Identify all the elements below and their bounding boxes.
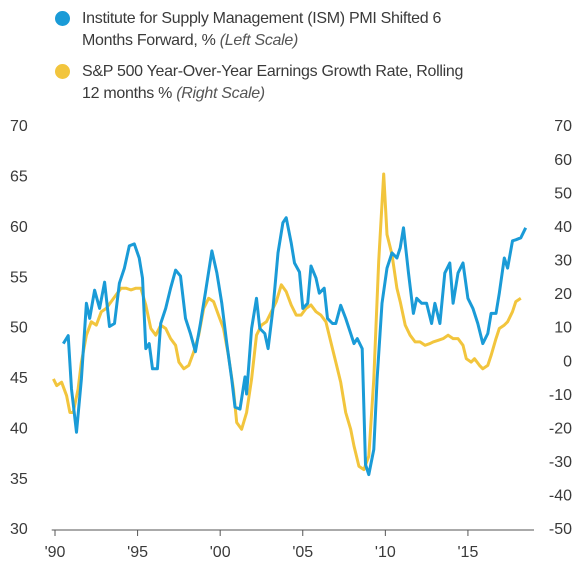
y-tick-label: 70: [10, 118, 28, 135]
x-tick-label: '90: [45, 544, 66, 561]
y2-tick-label: 40: [554, 219, 572, 236]
x-tick-label: '15: [458, 544, 479, 561]
y-tick-label: 65: [10, 169, 28, 186]
legend-scale: (Right Scale): [176, 85, 265, 102]
y2-tick-label: 30: [554, 253, 572, 270]
y-tick-label: 60: [10, 219, 28, 236]
y-tick-label: 50: [10, 320, 28, 337]
x-tick-label: '00: [210, 544, 231, 561]
y2-tick-label: -30: [549, 454, 572, 471]
legend-label: S&P 500 Year-Over-Year Earnings Growth R…: [82, 63, 464, 102]
y2-tick-label: 20: [554, 286, 572, 303]
legend-dot: [55, 11, 70, 26]
y-tick-label: 45: [10, 370, 28, 387]
legend-item: S&P 500 Year-Over-Year Earnings Growth R…: [55, 61, 474, 105]
x-tick-label: '05: [292, 544, 313, 561]
y2-tick-label: 10: [554, 320, 572, 337]
legend-text: Institute for Supply Management (ISM) PM…: [82, 8, 474, 52]
y2-tick-label: 50: [554, 185, 572, 202]
legend-scale: (Left Scale): [219, 32, 299, 49]
x-tick-label: '10: [375, 544, 396, 561]
y2-tick-label: -20: [549, 420, 572, 437]
y-tick-label: 35: [10, 471, 28, 488]
y-tick-label: 55: [10, 269, 28, 286]
legend-text: S&P 500 Year-Over-Year Earnings Growth R…: [82, 61, 474, 105]
legend-item: Institute for Supply Management (ISM) PM…: [55, 8, 474, 52]
y2-tick-label: -40: [549, 488, 572, 505]
x-tick-label: '95: [127, 544, 148, 561]
y2-tick-label: -10: [549, 387, 572, 404]
y2-tick-label: 60: [554, 152, 572, 169]
legend-dot: [55, 64, 70, 79]
y2-tick-label: -50: [549, 521, 572, 538]
y-tick-label: 30: [10, 521, 28, 538]
legend-label: Institute for Supply Management (ISM) PM…: [82, 10, 442, 49]
series-line: [62, 216, 528, 477]
y-tick-label: 40: [10, 420, 28, 437]
y2-tick-label: 0: [563, 353, 572, 370]
series-line: [52, 172, 522, 472]
y2-tick-label: 70: [554, 118, 572, 135]
